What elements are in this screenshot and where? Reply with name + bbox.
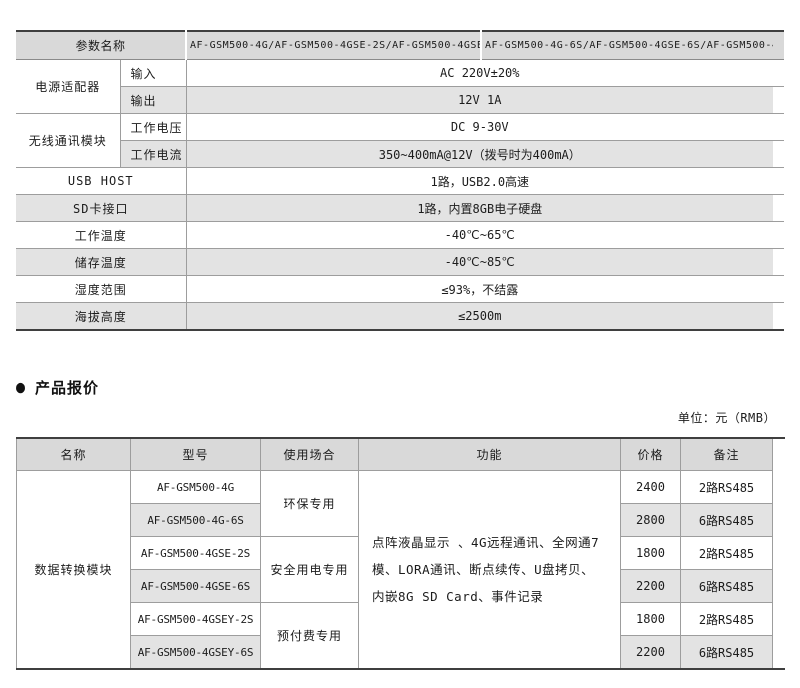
spec-label-storage-temp: 储存温度 [16, 248, 187, 276]
spec-label-sd-card: SD卡接口 [16, 194, 187, 222]
quote-header-name: 名称 [16, 437, 131, 471]
spec-group-power-adapter: 电源适配器 [16, 59, 121, 114]
quote-row-6: AF-GSM500-4GSEY-6S 2200 6路RS485 [17, 635, 785, 670]
quote-price-6: 2200 [620, 635, 681, 670]
spec-value-storage-temp: -40℃~85℃ [186, 248, 774, 276]
quote-note-2: 6路RS485 [680, 503, 773, 537]
spec-row-humidity: 湿度范围 ≤93%，不结露 [16, 275, 785, 303]
spec-row-work-current: 工作电流 350~400mA@12V（拨号时为400mA） [16, 140, 785, 168]
spec-label-usb-host: USB HOST [16, 167, 187, 195]
quote-model-1: AF-GSM500-4G [130, 470, 261, 504]
spec-sublabel-voltage: 工作电压 [120, 113, 187, 141]
spacer-cell [773, 113, 785, 141]
quote-scenario-env: 环保专用 [260, 470, 359, 537]
quote-row-3: AF-GSM500-4GSE-2S 安全用电专用 1800 2路RS485 [17, 536, 785, 603]
spec-value-usb-host: 1路，USB2.0高速 [186, 167, 774, 195]
quote-product-name: 数据转换模块 [16, 470, 131, 670]
quote-header-function: 功能 [358, 437, 621, 471]
spacer-cell [773, 275, 785, 303]
bullet-icon: ● [16, 376, 27, 398]
quote-header-row: 名称 型号 使用场合 功能 价格 备注 [16, 437, 785, 669]
spec-row-power-input: 电源适配器 输入 AC 220V±20% [16, 59, 785, 114]
quote-function-text: 点阵液晶显示 、4G远程通讯、全网通7模、LORA通讯、断点续传、U盘拷贝、内嵌… [358, 470, 621, 670]
spacer-cell [772, 438, 785, 669]
spec-header-models-b: AF-GSM500-4G-6S/AF-GSM500-4GSE-6S/AF-GSM… [480, 31, 774, 60]
spec-value-sd-card: 1路，内置8GB电子硬盘 [186, 194, 774, 222]
spacer-cell [773, 140, 785, 168]
spec-value-current: 350~400mA@12V（拨号时为400mA） [186, 140, 774, 168]
quote-header-model: 型号 [130, 437, 261, 471]
spacer-cell [773, 248, 785, 276]
quote-header-note: 备注 [680, 437, 773, 471]
quote-note-1: 2路RS485 [680, 470, 773, 504]
spec-value-input: AC 220V±20% [186, 59, 774, 87]
quote-table: 名称 型号 使用场合 功能 价格 备注 数据转换模块 AF-GSM500-4G … [16, 437, 785, 670]
spacer-cell [773, 221, 785, 249]
quote-price-3: 1800 [620, 536, 681, 570]
spec-row-usb-host: USB HOST 1路，USB2.0高速 [16, 167, 785, 195]
quote-header-price: 价格 [620, 437, 681, 471]
quote-row-1: 数据转换模块 AF-GSM500-4G 环保专用 点阵液晶显示 、4G远程通讯、… [16, 470, 785, 670]
spec-value-altitude: ≤2500m [186, 302, 774, 331]
spec-sublabel-output: 输出 [120, 86, 187, 114]
quote-price-2: 2800 [620, 503, 681, 537]
quote-model-2: AF-GSM500-4G-6S [130, 503, 261, 537]
quote-scenario-prepaid: 预付费专用 [260, 602, 359, 670]
spec-value-work-temp: -40℃~65℃ [186, 221, 774, 249]
spacer-cell [773, 31, 785, 60]
spacer-cell [773, 302, 785, 331]
section-title: 产品报价 [35, 379, 100, 397]
spec-row-power-output: 输出 12V 1A [16, 86, 785, 114]
quote-note-6: 6路RS485 [680, 635, 773, 670]
unit-note: 单位：元（RMB） [677, 411, 776, 425]
quote-row-2: AF-GSM500-4G-6S 2800 6路RS485 [17, 503, 785, 537]
spec-value-voltage: DC 9-30V [186, 113, 774, 141]
spec-sublabel-input: 输入 [120, 59, 187, 87]
spec-value-output: 12V 1A [186, 86, 774, 114]
quote-note-4: 6路RS485 [680, 569, 773, 603]
spec-row-sd-card: SD卡接口 1路，内置8GB电子硬盘 [16, 194, 785, 222]
quote-model-3: AF-GSM500-4GSE-2S [130, 536, 261, 570]
spacer-cell [773, 167, 785, 195]
quote-row-4: AF-GSM500-4GSE-6S 2200 6路RS485 [17, 569, 785, 603]
spacer-cell [773, 194, 785, 222]
spec-table: 参数名称 AF-GSM500-4G/AF-GSM500-4GSE-2S/AF-G… [16, 30, 785, 331]
quote-note-5: 2路RS485 [680, 602, 773, 636]
spec-header-param: 参数名称 [16, 31, 187, 60]
quote-model-4: AF-GSM500-4GSE-6S [130, 569, 261, 603]
spec-label-humidity: 湿度范围 [16, 275, 187, 303]
spec-label-altitude: 海拔高度 [16, 302, 187, 331]
spacer-cell [773, 59, 785, 87]
quote-header-scenario: 使用场合 [260, 437, 359, 471]
document-page: 参数名称 AF-GSM500-4G/AF-GSM500-4GSE-2S/AF-G… [16, 30, 785, 670]
spec-row-work-voltage: 无线通讯模块 工作电压 DC 9-30V [16, 113, 785, 168]
spec-label-work-temp: 工作温度 [16, 221, 187, 249]
spec-header-row: 参数名称 AF-GSM500-4G/AF-GSM500-4GSE-2S/AF-G… [16, 31, 785, 60]
spec-sublabel-current: 工作电流 [120, 140, 187, 168]
quote-price-4: 2200 [620, 569, 681, 603]
spec-value-humidity: ≤93%，不结露 [186, 275, 774, 303]
quote-price-5: 1800 [620, 602, 681, 636]
section-heading-quote: ● 产品报价 [16, 377, 784, 398]
spec-row-altitude: 海拔高度 ≤2500m [16, 302, 785, 331]
quote-note-3: 2路RS485 [680, 536, 773, 570]
spec-row-work-temp: 工作温度 -40℃~65℃ [16, 221, 785, 249]
spec-group-wireless-module: 无线通讯模块 [16, 113, 121, 168]
quote-price-1: 2400 [620, 470, 681, 504]
quote-row-5: AF-GSM500-4GSEY-2S 预付费专用 1800 2路RS485 [17, 602, 785, 670]
spec-row-storage-temp: 储存温度 -40℃~85℃ [16, 248, 785, 276]
spacer-cell [773, 86, 785, 114]
quote-model-5: AF-GSM500-4GSEY-2S [130, 602, 261, 636]
quote-model-6: AF-GSM500-4GSEY-6S [130, 635, 261, 670]
quote-scenario-safety: 安全用电专用 [260, 536, 359, 603]
spec-header-models-a: AF-GSM500-4G/AF-GSM500-4GSE-2S/AF-GSM500… [185, 31, 482, 60]
